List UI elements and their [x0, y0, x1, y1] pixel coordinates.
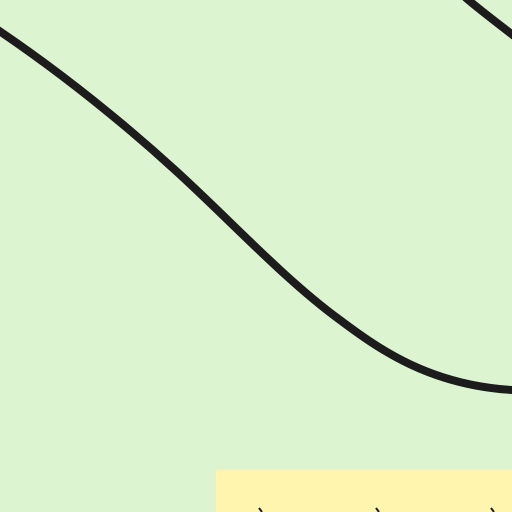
top-right-road-segment[interactable] — [462, 0, 512, 40]
parcel-tick-mark — [490, 507, 495, 512]
main-curved-road[interactable] — [0, 26, 512, 394]
parcel-tick-mark — [258, 507, 263, 512]
yellow-parcel[interactable] — [216, 470, 512, 512]
parcel-tick-mark — [375, 507, 380, 512]
